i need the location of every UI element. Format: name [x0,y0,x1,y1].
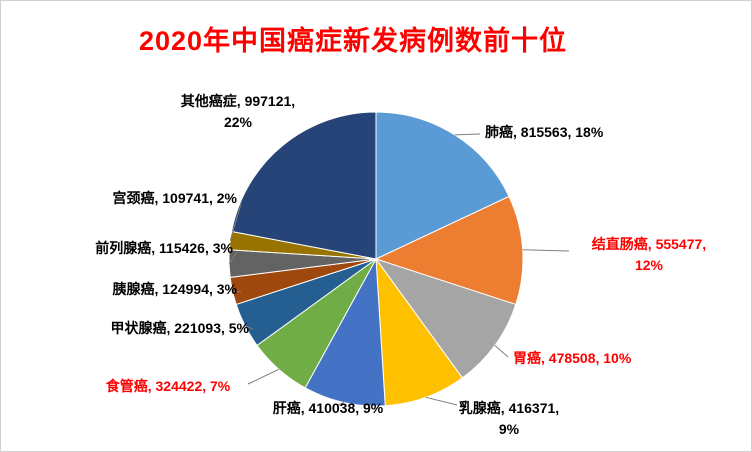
slice-label: 其他癌症, 997121, 22% [181,93,295,130]
leader-line [247,368,280,385]
pie-slice[interactable] [375,111,510,260]
pie-slice[interactable] [304,257,386,407]
slice-label: 胰腺癌, 124994, 3% [112,281,237,297]
slice-label: 结直肠癌, 555477, 12% [592,236,706,273]
slice-label: 肝癌, 410038, 9% [273,400,384,416]
pie-slice[interactable] [375,257,464,407]
leader-line [228,251,238,264]
slice-label: 宫颈癌, 109741, 2% [112,190,237,206]
slice-label: 食管癌, 324422, 7% [106,378,231,394]
slice-label: 乳腺癌, 416371, 9% [459,400,559,437]
slice-label: 前列腺癌, 115426, 3% [95,240,233,256]
leader-line [232,290,242,293]
leader-line [454,133,481,136]
leader-line [337,402,345,406]
leader-line [229,203,242,241]
pie-slice[interactable] [231,111,377,260]
leader-line [494,345,509,358]
chart-title: 2020年中国癌症新发病例数前十位 [138,26,568,56]
leader-line [425,396,458,406]
slice-label: 甲状腺癌, 221093, 5% [110,320,249,336]
leader-line [522,249,570,252]
slice-label: 肺癌, 815563, 18% [485,124,604,140]
slice-label: 胃癌, 478508, 10% [513,350,632,366]
leader-line [244,325,254,330]
pie-slice[interactable] [374,195,524,306]
